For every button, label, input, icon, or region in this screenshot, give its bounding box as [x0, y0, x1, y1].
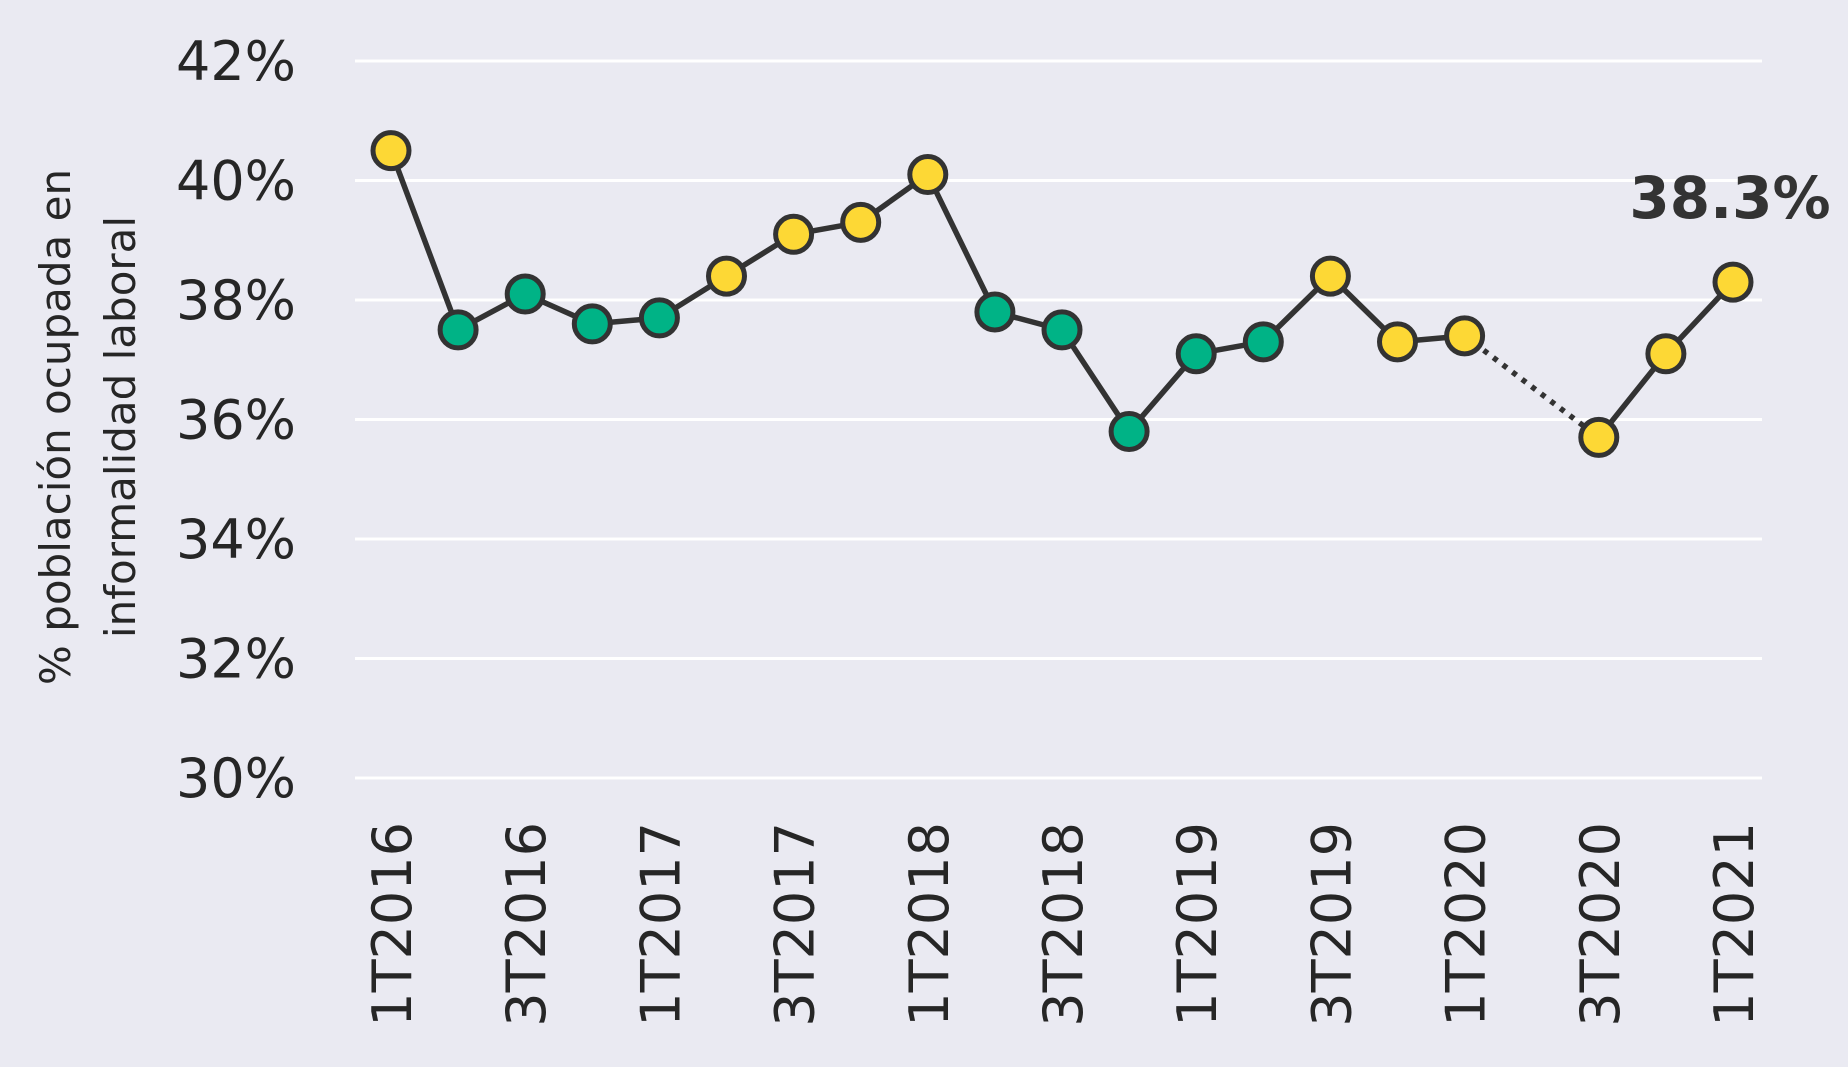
- line-segment: [925, 171, 998, 315]
- x-tick-label: 1T2020: [1435, 822, 1498, 1027]
- x-tick-label: 3T2020: [1569, 822, 1632, 1027]
- y-tick-label: 42%: [176, 30, 296, 93]
- x-tick-label: 1T2017: [629, 822, 692, 1027]
- x-tick-label: 1T2019: [1166, 822, 1229, 1027]
- data-point: [571, 303, 613, 345]
- data-point: [1041, 309, 1083, 351]
- x-axis-ticks: 1T2016 3T2016 1T2017 3T2017 1T2018 3T2018 1T20…: [361, 822, 1766, 1027]
- data-point: [437, 309, 479, 351]
- y-axis-label-line: informalidad laboral: [96, 216, 145, 638]
- missing-data-bridge: [1462, 333, 1601, 440]
- x-tick-label: 1T2018: [898, 822, 961, 1027]
- y-tick-label: 34%: [176, 508, 296, 571]
- x-tick-label: 3T2016: [495, 822, 558, 1027]
- x-tick-label: 1T2016: [361, 822, 424, 1027]
- data-point: [1309, 255, 1351, 297]
- x-tick-label: 1T2021: [1703, 822, 1766, 1027]
- line-segment: [388, 147, 461, 333]
- y-tick-label: 30%: [176, 747, 296, 810]
- x-tick-label: 3T2018: [1032, 822, 1095, 1027]
- data-point: [974, 291, 1016, 333]
- x-tick-label: 3T2019: [1300, 822, 1363, 1027]
- data-point: [1578, 416, 1620, 458]
- data-point: [840, 201, 882, 243]
- data-point: [1242, 321, 1284, 363]
- data-point: [907, 154, 949, 196]
- data-point: [1645, 333, 1687, 375]
- data-point: [773, 213, 815, 255]
- data-point: [1712, 261, 1754, 303]
- data-point: [504, 273, 546, 315]
- data-point: [638, 297, 680, 339]
- last-value-annotation: 38.3%: [1629, 164, 1830, 232]
- data-point: [1175, 333, 1217, 375]
- series-line: [388, 147, 1736, 441]
- data-point: [1444, 315, 1486, 357]
- gridlines: [355, 59, 1762, 780]
- y-tick-label: 38%: [176, 269, 296, 332]
- annotations: 38.3%: [1629, 164, 1830, 232]
- data-point: [1377, 321, 1418, 363]
- data-point: [370, 130, 412, 172]
- y-tick-label: 32%: [176, 628, 296, 691]
- data-point: [706, 255, 747, 297]
- y-axis-label: % población ocupada en informalidad labor…: [31, 169, 145, 685]
- y-tick-label: 36%: [176, 389, 296, 452]
- data-point: [1108, 410, 1150, 452]
- x-tick-label: 3T2017: [764, 822, 827, 1027]
- y-tick-label: 40%: [176, 150, 296, 213]
- y-axis-label-line: % población ocupada en: [31, 169, 80, 685]
- data-points: [370, 130, 1754, 458]
- y-axis-ticks: 30% 32% 34% 36% 38% 40% 42%: [176, 30, 296, 810]
